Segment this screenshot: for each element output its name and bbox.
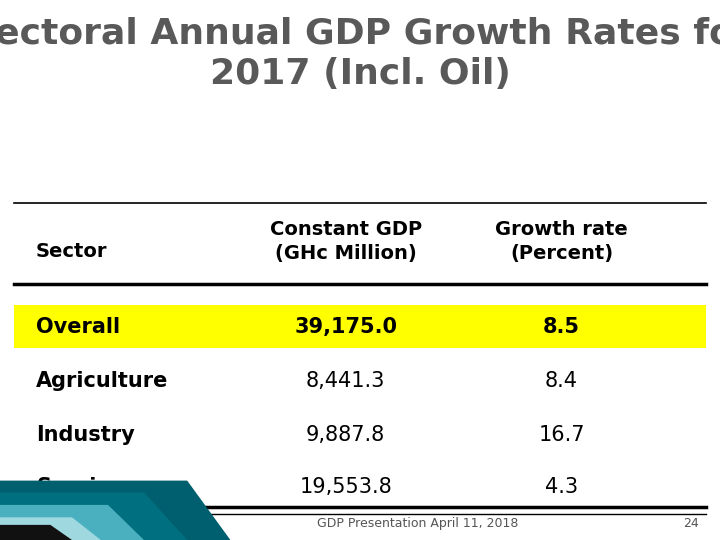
Text: Constant GDP
(GHc Million): Constant GDP (GHc Million) xyxy=(269,220,422,262)
Text: Growth rate
(Percent): Growth rate (Percent) xyxy=(495,220,628,262)
Text: Agriculture: Agriculture xyxy=(36,370,168,391)
Text: 8.4: 8.4 xyxy=(545,370,578,391)
Text: 24: 24 xyxy=(683,517,698,530)
Text: 8.5: 8.5 xyxy=(543,316,580,337)
Text: Services: Services xyxy=(36,477,135,497)
Text: GDP Presentation April 11, 2018: GDP Presentation April 11, 2018 xyxy=(317,517,518,530)
Text: Sector: Sector xyxy=(36,241,107,261)
Polygon shape xyxy=(0,517,101,540)
Text: 39,175.0: 39,175.0 xyxy=(294,316,397,337)
Text: 8,441.3: 8,441.3 xyxy=(306,370,385,391)
Text: 9,887.8: 9,887.8 xyxy=(306,424,385,445)
Bar xyxy=(14,305,706,348)
Polygon shape xyxy=(0,505,144,540)
Polygon shape xyxy=(0,492,187,540)
Text: 4.3: 4.3 xyxy=(545,477,578,497)
Polygon shape xyxy=(0,481,230,540)
Text: Sectoral Annual GDP Growth Rates for
2017 (Incl. Oil): Sectoral Annual GDP Growth Rates for 201… xyxy=(0,16,720,91)
Text: 16.7: 16.7 xyxy=(539,424,585,445)
Text: Overall: Overall xyxy=(36,316,120,337)
Polygon shape xyxy=(0,525,72,540)
Text: 19,553.8: 19,553.8 xyxy=(300,477,392,497)
Text: Industry: Industry xyxy=(36,424,135,445)
